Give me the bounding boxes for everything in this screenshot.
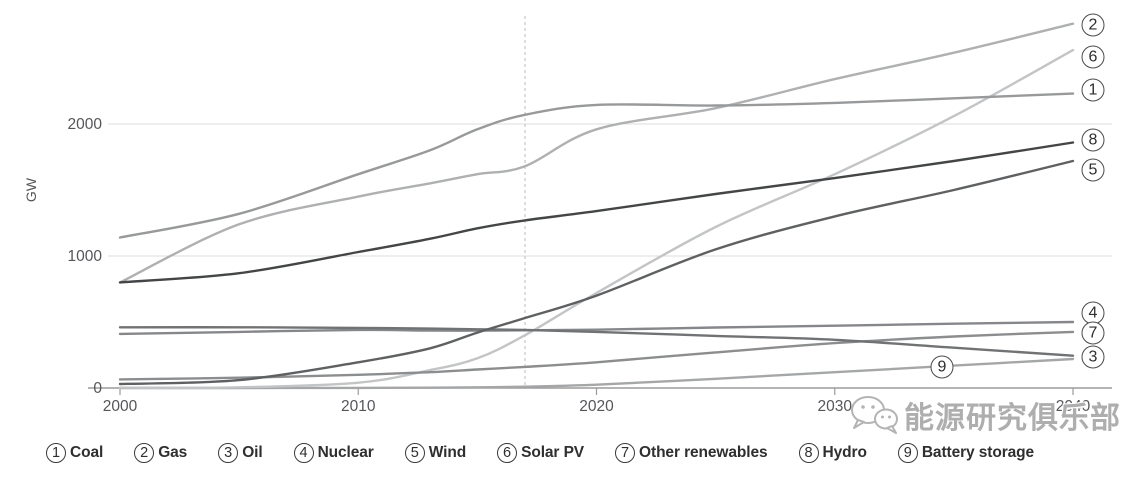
legend-item-solar-pv: 6 Solar PV — [497, 443, 584, 463]
legend-item-hydro: 8 Hydro — [798, 443, 867, 463]
legend-item-battery-storage: 9 Battery storage — [897, 443, 1035, 463]
x-tick-label-2010: 2010 — [341, 398, 376, 415]
legend-item-other-renewables: 7 Other renewables — [615, 443, 768, 463]
series-label-coal: 1 — [1081, 78, 1105, 102]
legend-number-circle: 1 — [46, 443, 66, 463]
series-line-wind — [118, 159, 1075, 386]
y-tick-label-0: 0 — [93, 380, 102, 397]
y-tick-label-1000: 1000 — [68, 248, 103, 265]
line-chart-plot: 2000 2010 2020 2030 2040 0 1000 2000 GW — [23, 16, 1112, 415]
x-tick-label-2000: 2000 — [103, 398, 138, 415]
series-label-gas: 2 — [1081, 13, 1105, 37]
series-line-coal — [118, 92, 1075, 239]
series-label-battery-storage: 9 — [930, 355, 954, 379]
legend-label: Other renewables — [639, 444, 768, 461]
legend-number-circle: 7 — [615, 443, 636, 463]
legend-item-coal: 1 Coal — [46, 443, 103, 463]
y-tick-label-2000: 2000 — [68, 116, 103, 133]
legend-number-circle: 4 — [293, 443, 314, 463]
series-label-other-renewables: 7 — [1081, 321, 1105, 345]
legend-label: Oil — [242, 444, 263, 461]
legend-label: Nuclear — [317, 444, 374, 461]
legend-item-wind: 5 Wind — [404, 443, 467, 463]
x-tick-label-2040: 2040 — [1056, 398, 1091, 415]
series-line-gas — [118, 22, 1075, 284]
legend: 1 Coal 2 Gas 3 Oil 4 Nuclear 5 Wind 6 Solar PV 7 Othe… — [46, 443, 1034, 463]
legend-label: Coal — [70, 444, 104, 461]
legend-number-circle: 2 — [134, 443, 155, 463]
series-label-hydro: 8 — [1081, 128, 1105, 152]
series-label-wind: 5 — [1081, 158, 1105, 182]
x-tick-label-2030: 2030 — [818, 398, 853, 415]
series-line-battery-storage — [118, 357, 1075, 390]
legend-item-gas: 2 Gas — [134, 443, 187, 463]
legend-item-oil: 3 Oil — [218, 443, 263, 463]
legend-label: Wind — [428, 444, 467, 461]
series-line-other-renewables — [118, 330, 1075, 381]
legend-label: Solar PV — [521, 444, 585, 461]
legend-item-nuclear: 4 Nuclear — [293, 443, 374, 463]
legend-number-circle: 8 — [798, 443, 819, 463]
legend-number-circle: 6 — [497, 443, 518, 463]
legend-label: Battery storage — [921, 444, 1035, 461]
x-tick-label-2020: 2020 — [579, 398, 614, 415]
legend-label: Gas — [158, 444, 188, 461]
series-line-oil — [118, 326, 1075, 357]
legend-number-circle: 9 — [897, 443, 918, 463]
series-line-hydro — [118, 141, 1075, 284]
legend-number-circle: 5 — [404, 443, 425, 463]
legend-number-circle: 3 — [218, 443, 239, 463]
series-label-oil: 3 — [1081, 345, 1105, 369]
y-axis-unit-label: GW — [23, 177, 39, 202]
legend-label: Hydro — [822, 444, 867, 461]
series-label-solar-pv: 6 — [1081, 45, 1105, 69]
series-line-solar-pv — [118, 48, 1075, 390]
